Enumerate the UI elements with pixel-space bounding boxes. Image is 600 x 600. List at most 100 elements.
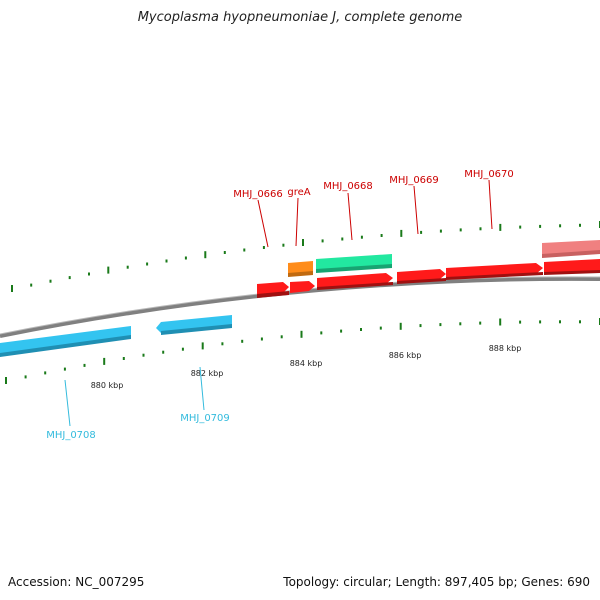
- gene-feature-MHJ_0668-lane2[interactable]: [317, 273, 393, 289]
- minor-tick: [83, 363, 86, 367]
- gene-label-MHJ_0709[interactable]: MHJ_0709: [180, 413, 230, 424]
- minor-tick: [539, 320, 542, 324]
- major-tick: [399, 322, 402, 330]
- gene-feature-shadow: [544, 270, 600, 275]
- scale-label-884: 884 kbp: [290, 359, 323, 368]
- gene-feature-shadow: [257, 291, 289, 298]
- minor-tick: [280, 335, 283, 339]
- minor-tick: [44, 371, 47, 375]
- minor-tick: [165, 259, 168, 263]
- minor-tick: [30, 283, 33, 287]
- gene-label-MHJ_0669[interactable]: MHJ_0669: [389, 175, 439, 186]
- gene-feature-greA-lane2[interactable]: [290, 281, 315, 293]
- minor-tick: [519, 320, 522, 324]
- major-tick: [103, 357, 106, 365]
- minor-tick: [162, 350, 165, 354]
- gene-feature-right-red[interactable]: [544, 259, 600, 274]
- gene-label-MHJ_0708[interactable]: MHJ_0708: [46, 430, 96, 441]
- scale-label-880: 880 kbp: [91, 381, 124, 390]
- scale-label-882: 882 kbp: [191, 369, 224, 378]
- major-tick: [499, 223, 502, 231]
- minor-tick: [320, 331, 323, 335]
- minor-tick: [142, 353, 145, 357]
- gene-feature-shadow: [397, 278, 446, 284]
- minor-tick: [88, 272, 90, 276]
- accession-text: Accession: NC_007295: [8, 575, 145, 589]
- minor-tick: [122, 357, 125, 360]
- minor-tick: [223, 251, 226, 254]
- leader-line: [488, 179, 493, 230]
- gene-feature-shadow: [317, 282, 393, 290]
- minor-tick: [321, 239, 324, 243]
- major-tick: [400, 229, 403, 237]
- minor-tick: [262, 246, 265, 249]
- scale-label-888: 888 kbp: [489, 344, 522, 353]
- minor-tick: [126, 265, 129, 269]
- reverse-gene-labels: MHJ_0708 MHJ_0709: [46, 366, 230, 441]
- minor-tick: [559, 320, 561, 324]
- minor-tick: [579, 223, 581, 227]
- gene-feature-MHJ_0670[interactable]: [446, 263, 543, 279]
- minor-tick: [260, 337, 263, 341]
- leader-line: [199, 366, 205, 411]
- major-tick: [201, 342, 204, 350]
- forward-gene-labels: MHJ_0666 greA MHJ_0668 MHJ_0669 MHJ_0670: [233, 169, 514, 248]
- gene-feature-shadow: [542, 250, 600, 258]
- minor-tick: [241, 339, 244, 343]
- scale-label-886: 886 kbp: [389, 351, 422, 360]
- gene-feature-MHJ_0709[interactable]: [156, 315, 232, 333]
- gene-label-MHJ_0666[interactable]: MHJ_0666: [233, 189, 283, 200]
- map-title: Mycoplasma hyopneumoniae J, complete gen…: [137, 10, 463, 25]
- minor-tick: [24, 375, 27, 379]
- minor-tick: [243, 248, 246, 252]
- minor-tick: [420, 230, 423, 234]
- minor-tick: [68, 276, 71, 280]
- gene-label-MHJ_0670[interactable]: MHJ_0670: [464, 169, 514, 180]
- gene-feature-shadow: [288, 271, 313, 277]
- gene-label-greA[interactable]: greA: [287, 187, 310, 198]
- minor-tick: [579, 320, 581, 324]
- minor-tick: [439, 323, 442, 327]
- major-tick: [107, 266, 110, 274]
- minor-tick: [63, 367, 66, 371]
- major-tick: [300, 330, 303, 338]
- minor-tick: [341, 237, 344, 241]
- minor-tick: [459, 322, 462, 326]
- minor-tick: [184, 256, 187, 260]
- major-tick: [11, 285, 13, 292]
- forward-strand: [257, 240, 600, 298]
- minor-tick: [439, 229, 442, 233]
- minor-tick: [539, 224, 542, 228]
- minor-tick: [479, 227, 482, 231]
- gene-feature-shadow: [446, 272, 543, 280]
- minor-tick: [360, 235, 363, 239]
- leader-line: [64, 379, 71, 427]
- reverse-strand: [0, 315, 232, 357]
- minor-tick: [459, 228, 462, 232]
- minor-tick: [379, 326, 382, 330]
- genome-summary-text: Topology: circular; Length: 897,405 bp; …: [283, 575, 590, 589]
- major-tick: [499, 318, 502, 326]
- gene-feature-shadow: [161, 324, 232, 335]
- minor-tick: [380, 234, 383, 237]
- minor-tick: [360, 328, 362, 331]
- minor-tick: [146, 262, 149, 266]
- minor-tick: [340, 329, 343, 333]
- leader-line: [257, 199, 269, 248]
- leader-line: [295, 197, 299, 247]
- gene-feature-MHJ_0708[interactable]: [0, 326, 131, 355]
- minor-tick: [181, 347, 184, 351]
- gene-feature-shadow: [0, 335, 131, 357]
- gene-label-MHJ_0668[interactable]: MHJ_0668: [323, 181, 373, 192]
- major-tick: [302, 239, 304, 246]
- minor-tick: [419, 324, 422, 328]
- leader-line: [347, 192, 353, 241]
- leader-line: [413, 185, 419, 235]
- major-tick: [204, 251, 207, 259]
- minor-tick: [49, 279, 52, 283]
- minor-tick: [282, 243, 285, 247]
- minor-tick: [559, 224, 562, 228]
- minor-tick: [221, 342, 224, 346]
- gene-feature-shadow: [316, 264, 392, 273]
- minor-tick: [519, 225, 522, 229]
